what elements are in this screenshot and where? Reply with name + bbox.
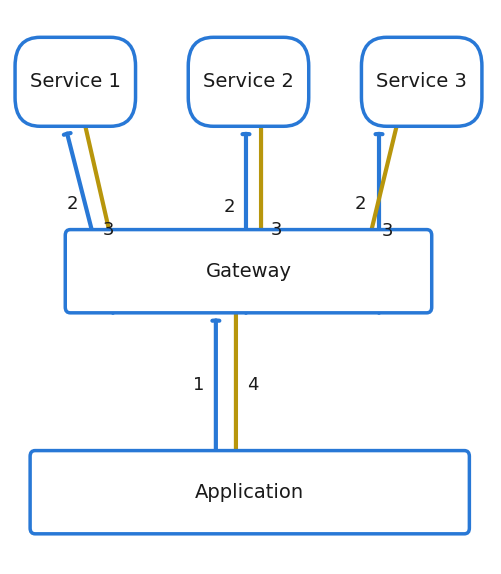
- FancyBboxPatch shape: [188, 37, 308, 126]
- FancyBboxPatch shape: [65, 230, 431, 313]
- Text: 1: 1: [193, 375, 204, 394]
- Text: Service 1: Service 1: [30, 72, 121, 91]
- FancyBboxPatch shape: [361, 37, 481, 126]
- FancyBboxPatch shape: [15, 37, 135, 126]
- Text: Service 2: Service 2: [202, 72, 294, 91]
- Text: 3: 3: [381, 222, 392, 240]
- Text: 2: 2: [354, 195, 366, 213]
- Text: 4: 4: [246, 375, 258, 394]
- Text: 2: 2: [223, 197, 234, 216]
- Text: 2: 2: [66, 195, 78, 213]
- Text: 3: 3: [271, 220, 282, 239]
- Text: Service 3: Service 3: [375, 72, 466, 91]
- Text: Gateway: Gateway: [205, 262, 291, 281]
- Text: 3: 3: [103, 220, 114, 239]
- FancyBboxPatch shape: [30, 451, 468, 534]
- Text: Application: Application: [195, 483, 304, 502]
